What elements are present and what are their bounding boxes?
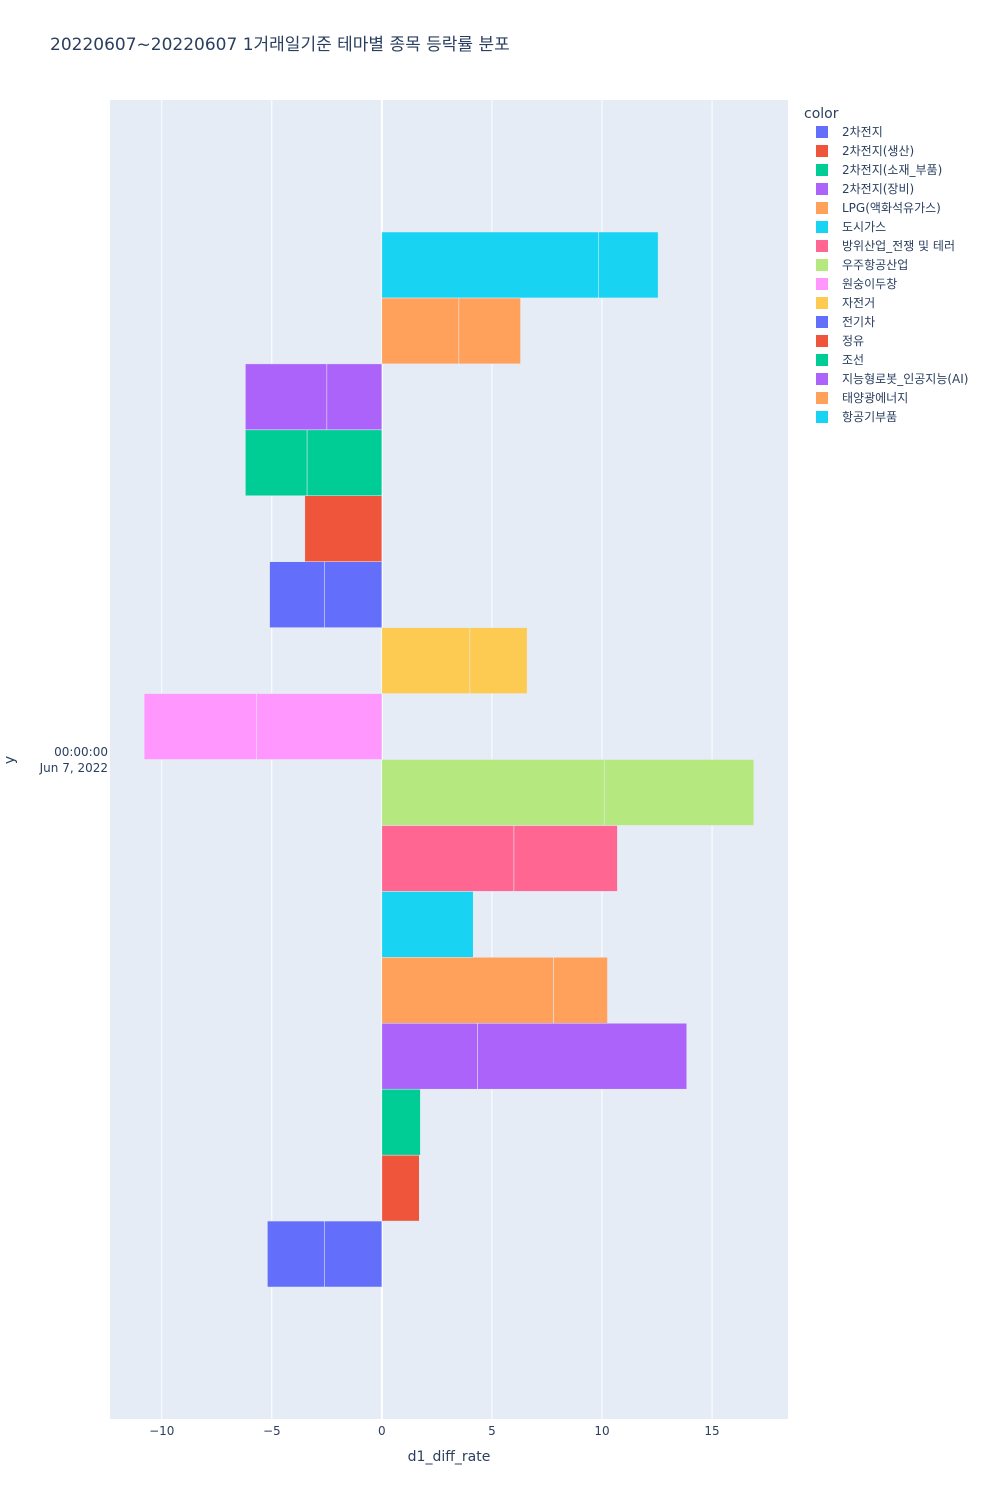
legend-swatch — [816, 297, 828, 309]
bar-segment[interactable] — [381, 957, 554, 1024]
legend-swatch — [816, 259, 828, 271]
bar-segment[interactable] — [477, 1023, 687, 1090]
legend-label: 정유 — [842, 334, 864, 348]
legend-swatch — [816, 164, 828, 176]
legend-label: 2차전지(장비) — [842, 182, 914, 196]
legend-swatch — [816, 278, 828, 290]
legend-item[interactable]: 도시가스 — [816, 220, 886, 234]
legend-label: 지능형로봇_인공지능(AI) — [842, 372, 968, 386]
legend-swatch — [816, 354, 828, 366]
legend-label: 자전거 — [842, 296, 875, 310]
bar-segment[interactable] — [603, 759, 755, 826]
legend-item[interactable]: 2차전지(생산) — [816, 144, 914, 158]
legend-label: 방위산업_전쟁 및 테러 — [842, 239, 955, 253]
bar-segment[interactable] — [256, 693, 383, 760]
legend-swatch — [816, 240, 828, 252]
bar-segment[interactable] — [381, 627, 471, 694]
x-tick-label: 10 — [594, 1424, 609, 1438]
x-axis-title: d1_diff_rate — [408, 1449, 491, 1465]
legend-swatch — [816, 335, 828, 347]
legend-item[interactable]: 2차전지(장비) — [816, 182, 914, 196]
legend-item[interactable]: 2차전지(소재_부품) — [816, 163, 942, 177]
bar-segment[interactable] — [304, 495, 383, 562]
y-axis-title: y — [2, 756, 18, 764]
legend-label: 태양광에너지 — [842, 391, 908, 405]
legend-item[interactable]: 조선 — [816, 353, 864, 367]
legend-swatch — [816, 183, 828, 195]
legend-item[interactable]: 원숭이두창 — [816, 277, 897, 291]
legend-item[interactable]: 항공기부품 — [816, 410, 897, 424]
legend-item[interactable]: 태양광에너지 — [816, 391, 908, 405]
bar-segment[interactable] — [469, 627, 528, 694]
legend-swatch — [816, 411, 828, 423]
bar-segment[interactable] — [381, 1023, 478, 1090]
legend-item[interactable]: 전기차 — [816, 315, 875, 329]
x-tick-label: 5 — [488, 1424, 496, 1438]
legend-label: 2차전지 — [842, 125, 883, 139]
bar-segment[interactable] — [381, 759, 605, 826]
chart-title: 20220607~20220607 1거래일기준 테마별 종목 등락률 분포 — [50, 35, 510, 55]
bar-segment[interactable] — [267, 1220, 325, 1288]
x-tick-label: −5 — [263, 1424, 281, 1438]
bar-segment[interactable] — [381, 297, 460, 365]
legend-swatch — [816, 392, 828, 404]
y-tick-label-date: Jun 7, 2022 — [39, 761, 108, 775]
x-tick-labels: −10 −5 0 5 10 15 — [149, 1424, 720, 1438]
bar-segment[interactable] — [513, 825, 618, 892]
legend-label: LPG(액화석유가스) — [842, 201, 941, 215]
legend-item[interactable]: 정유 — [816, 334, 864, 348]
y-tick-label-time: 00:00:00 — [54, 745, 108, 759]
legend-swatch — [816, 316, 828, 328]
legend-item[interactable]: 지능형로봇_인공지능(AI) — [816, 372, 968, 386]
bar-segment[interactable] — [245, 429, 308, 496]
bar-segment[interactable] — [381, 825, 515, 892]
x-tick-label: 0 — [378, 1424, 386, 1438]
legend-swatch — [816, 126, 828, 138]
legend-title[interactable]: color — [804, 106, 839, 122]
legend-label: 조선 — [842, 353, 864, 367]
legend-label: 항공기부품 — [842, 410, 897, 424]
x-tick-label: 15 — [704, 1424, 719, 1438]
legend-item[interactable]: 방위산업_전쟁 및 테러 — [816, 239, 955, 253]
bar-segment[interactable] — [269, 561, 325, 628]
legend-label: 도시가스 — [842, 220, 886, 234]
bar-segment[interactable] — [381, 231, 599, 299]
bar-segment[interactable] — [381, 1154, 420, 1222]
legend-swatch — [816, 221, 828, 233]
x-tick-label: −10 — [149, 1424, 174, 1438]
bar-segment[interactable] — [553, 957, 608, 1024]
legend-label: 우주항공산업 — [842, 258, 908, 272]
bar-segment[interactable] — [324, 561, 383, 628]
bar-segment[interactable] — [326, 363, 383, 431]
legend-label: 2차전지(소재_부품) — [842, 163, 942, 177]
legend-item[interactable]: LPG(액화석유가스) — [816, 201, 941, 215]
legend-swatch — [816, 202, 828, 214]
bar-segment[interactable] — [381, 1088, 421, 1156]
legend-swatch — [816, 145, 828, 157]
bar-segment[interactable] — [245, 363, 328, 431]
bar-segment[interactable] — [143, 693, 257, 760]
bars — [143, 231, 755, 1288]
legend[interactable]: 2차전지 2차전지(생산) 2차전지(소재_부품) 2차전지(장비) LPG(액화석유가… — [816, 125, 968, 424]
legend-swatch — [816, 373, 828, 385]
bar-segment[interactable] — [458, 297, 521, 365]
bar-segment[interactable] — [324, 1220, 383, 1288]
bar-segment[interactable] — [598, 231, 659, 299]
legend-item[interactable]: 2차전지 — [816, 125, 883, 139]
bar-segment[interactable] — [381, 891, 474, 958]
legend-item[interactable]: 자전거 — [816, 296, 875, 310]
legend-label: 원숭이두창 — [842, 277, 897, 291]
legend-item[interactable]: 우주항공산업 — [816, 258, 908, 272]
legend-label: 2차전지(생산) — [842, 144, 914, 158]
bar-segment[interactable] — [306, 429, 383, 496]
legend-label: 전기차 — [842, 315, 875, 329]
